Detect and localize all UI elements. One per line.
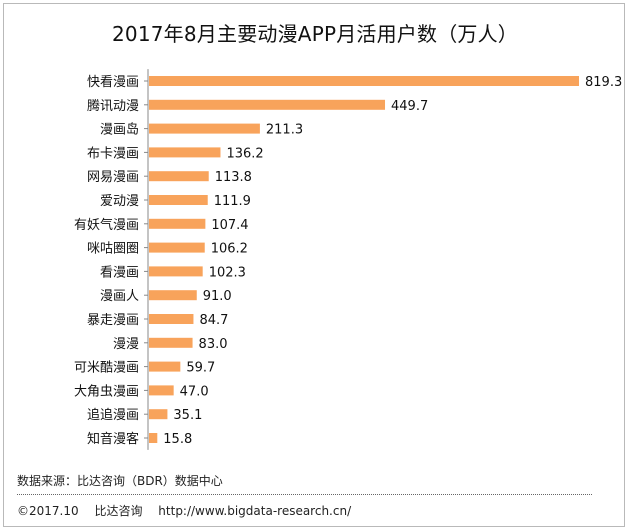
- chart-title: 2017年8月主要动漫APP月活用户数（万人）: [111, 22, 519, 46]
- bar: [149, 290, 197, 301]
- data-label: 102.3: [209, 265, 246, 280]
- category-label: 腾讯动漫: [87, 98, 139, 114]
- company-name: 比达咨询: [94, 504, 143, 518]
- category-label: 大角虫漫画: [74, 384, 139, 399]
- bar: [149, 409, 168, 420]
- bar: [149, 195, 208, 205]
- data-label: 136.2: [226, 146, 263, 161]
- category-label: 看漫画: [100, 264, 139, 280]
- data-label: 113.8: [215, 170, 252, 185]
- category-label: 爱动漫: [100, 194, 139, 209]
- footer-divider: [17, 494, 592, 495]
- data-label: 15.8: [163, 432, 192, 447]
- data-label: 84.7: [199, 313, 228, 328]
- category-label: 咪咕圈圈: [87, 241, 139, 257]
- category-label: 知音漫客: [87, 431, 139, 447]
- category-label: 可米酷漫画: [74, 361, 139, 376]
- data-label: 106.2: [211, 242, 248, 257]
- category-label: 追追漫画: [87, 407, 139, 423]
- data-label: 47.0: [180, 384, 209, 399]
- chart-frame: [3, 3, 625, 527]
- data-label: 819.3: [585, 75, 622, 90]
- category-label: 网易漫画: [87, 170, 139, 185]
- copyright-text: ©2017.10: [17, 504, 79, 518]
- data-label: 111.9: [214, 194, 251, 209]
- category-label: 漫漫: [113, 337, 139, 352]
- bar: [149, 266, 203, 277]
- footer: ©2017.10 比达咨询 http://www.bigdata-researc…: [17, 502, 351, 519]
- bar: [149, 242, 205, 253]
- data-label: 449.7: [391, 99, 428, 114]
- category-label: 快看漫画: [87, 74, 139, 90]
- website-link[interactable]: http://www.bigdata-research.cn/: [158, 504, 352, 518]
- bar: [149, 218, 206, 229]
- category-label: 布卡漫画: [87, 146, 139, 161]
- data-label: 91.0: [203, 289, 232, 304]
- bar: [149, 76, 579, 86]
- bar-chart: 快看漫画 819.3 腾讯动漫 449.7 漫画岛 211.3 布卡漫画 136.2 网易漫画 1…: [74, 69, 622, 450]
- data-label: 107.4: [211, 218, 248, 233]
- bar: [149, 385, 174, 396]
- data-label: 35.1: [173, 408, 202, 423]
- data-label: 59.7: [186, 361, 215, 376]
- category-label: 漫画岛: [100, 122, 139, 138]
- data-label: 211.3: [266, 123, 303, 138]
- bar: [149, 433, 158, 443]
- bar: [149, 314, 194, 324]
- bar: [149, 147, 221, 158]
- bar: [149, 171, 209, 182]
- bar: [149, 337, 193, 348]
- data-label: 83.0: [199, 337, 228, 352]
- bar: [149, 361, 181, 372]
- category-label: 暴走漫画: [87, 313, 139, 328]
- bar: [149, 99, 386, 110]
- source-note: 数据来源：比达咨询（BDR）数据中心: [17, 474, 223, 488]
- bar: [149, 123, 260, 134]
- category-label: 有妖气漫画: [74, 217, 139, 233]
- category-label: 漫画人: [100, 289, 139, 304]
